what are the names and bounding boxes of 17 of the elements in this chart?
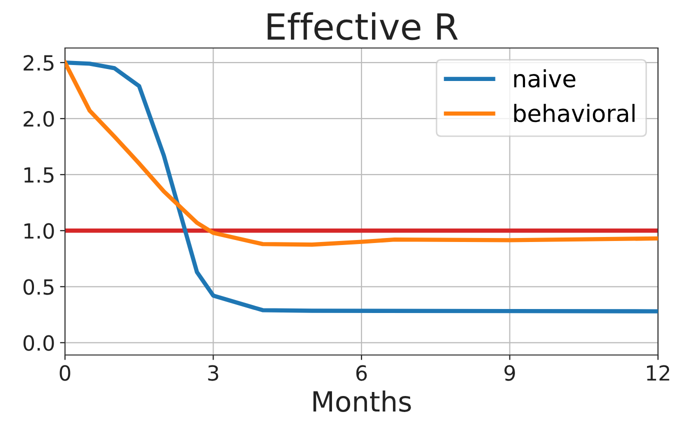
y-tick-label: 2.5: [24, 55, 54, 71]
y-tick-label: 0.0: [24, 335, 54, 351]
y-tick-label: 1.5: [24, 167, 54, 183]
legend-label: naive: [514, 69, 576, 88]
x-tick-label: 12: [647, 365, 670, 381]
line-series: [65, 60, 658, 314]
x-axis-title: Months: [313, 390, 411, 412]
x-tick-label: 6: [356, 365, 367, 381]
line-series: [65, 60, 658, 247]
y-tick-label: 2.0: [24, 111, 54, 127]
y-tick-label: 0.5: [24, 279, 54, 295]
y-tick-label: 1.0: [24, 223, 54, 239]
legend-label: behavioral: [514, 104, 635, 122]
chart-title: Effective R: [268, 12, 458, 40]
x-tick-label: 9: [504, 365, 515, 381]
x-tick-label: 3: [208, 365, 218, 381]
x-tick-label: 0: [60, 365, 70, 381]
